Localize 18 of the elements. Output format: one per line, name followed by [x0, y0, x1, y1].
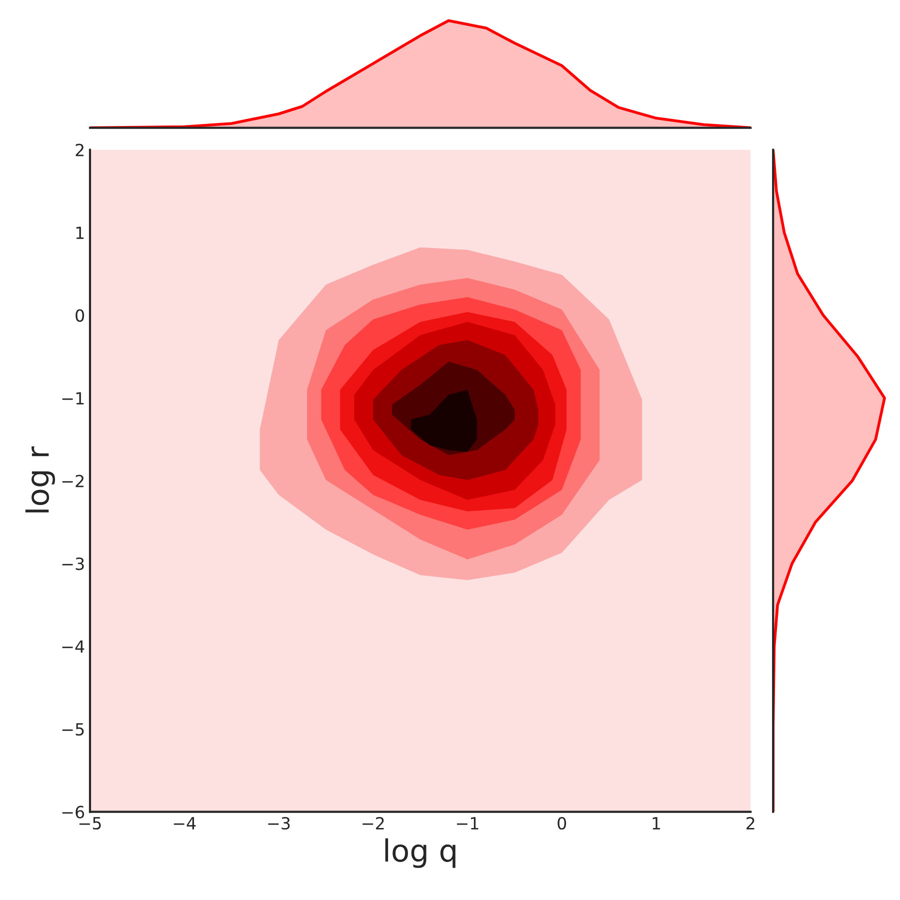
x-tick-label: 2	[746, 816, 754, 830]
y-tick-label: −6	[62, 806, 84, 818]
y-tick-label: −1	[62, 392, 84, 404]
x-tick-label: −1	[456, 817, 478, 830]
y-tick-label: 2	[76, 144, 84, 156]
x-tick-label: 1	[652, 817, 660, 830]
y-tick-label: −5	[62, 723, 84, 736]
x-tick-label: −2	[362, 816, 384, 830]
y-axis-title: log r	[25, 446, 56, 512]
y-tick-label: 1	[76, 226, 84, 239]
x-axis-title: log q	[385, 838, 456, 868]
y-tick-label: 0	[76, 309, 84, 322]
y-tick-label: −4	[62, 640, 84, 653]
x-tick-label: −3	[268, 816, 290, 830]
y-tick-label: −2	[62, 474, 84, 488]
x-tick-label: −4	[174, 817, 196, 830]
y-tick-label: −3	[62, 557, 84, 570]
x-tick-label: 0	[558, 816, 566, 830]
